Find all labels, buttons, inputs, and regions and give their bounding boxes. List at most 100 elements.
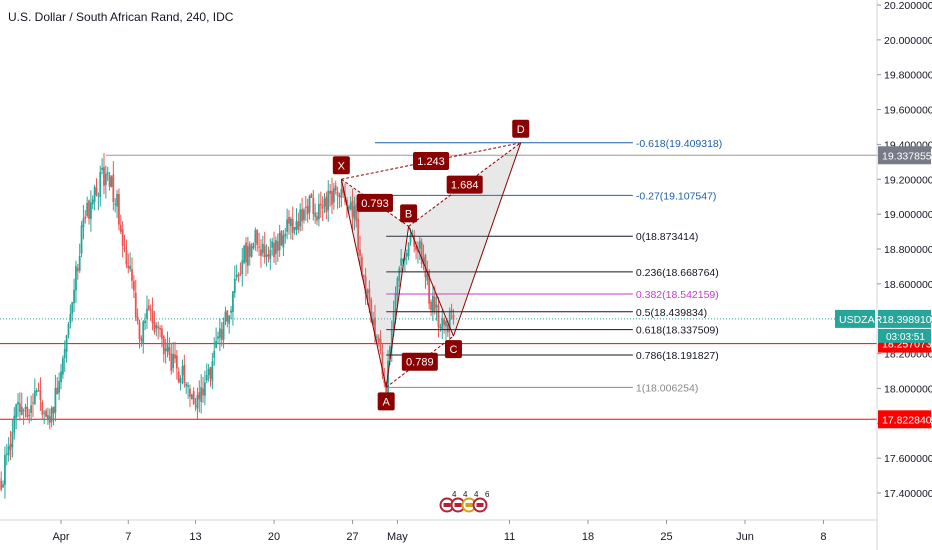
ratio-badge[interactable]: 1.243 xyxy=(413,152,450,171)
point-b-label[interactable]: B xyxy=(400,204,418,223)
price-tick-label: 18.000000 xyxy=(884,383,932,395)
candle-body xyxy=(295,220,298,230)
candle-body xyxy=(310,194,313,198)
candle-body xyxy=(18,403,21,412)
candle-body xyxy=(75,266,77,291)
candle-body xyxy=(327,190,330,211)
point-c-label-bg xyxy=(444,340,462,359)
harmonic-pattern[interactable]: 0.793 0.789 1.684 1.243 X A B C D xyxy=(332,119,530,411)
candle-body xyxy=(101,167,104,170)
fib-level-label: 1(18.006254) xyxy=(636,382,698,394)
price-tick-label: 19.800000 xyxy=(884,70,932,82)
candle-body xyxy=(168,347,171,355)
current-price-tag: 18.398910 xyxy=(878,309,932,328)
candle-body xyxy=(420,242,423,265)
event-icon[interactable]: 4 xyxy=(450,490,469,513)
candle-body xyxy=(108,175,111,187)
candle-body xyxy=(162,336,165,355)
candle-body xyxy=(362,275,365,277)
candle-body xyxy=(125,250,128,265)
candle-body xyxy=(437,305,440,328)
candle-body xyxy=(351,200,354,217)
time-tick-label: May xyxy=(387,531,408,543)
level-price-tag: 17.822840 xyxy=(878,410,932,429)
candle-body xyxy=(155,325,158,329)
candle-body xyxy=(269,249,272,260)
candle-body xyxy=(82,218,85,228)
candle-body xyxy=(226,310,229,322)
candle-body xyxy=(402,258,404,262)
candle-body xyxy=(134,292,137,318)
candle-body xyxy=(22,409,25,412)
current-price-tag-bg xyxy=(878,309,931,328)
event-count: 4 xyxy=(452,490,457,499)
candle-body xyxy=(157,326,160,329)
candle-body xyxy=(177,371,180,382)
candle-body xyxy=(2,484,4,488)
candle-body xyxy=(103,166,105,186)
candle-body xyxy=(43,412,46,414)
event-icon[interactable]: 4 xyxy=(439,490,458,513)
candle-body xyxy=(267,254,270,257)
ratio-badge[interactable]: 1.684 xyxy=(446,175,483,194)
point-a-label[interactable]: A xyxy=(377,392,395,411)
candle-body xyxy=(276,241,279,251)
point-x-label[interactable]: X xyxy=(332,156,350,175)
candle-body xyxy=(110,176,113,187)
time-tick-label: 13 xyxy=(189,531,201,543)
candle-body xyxy=(286,219,289,232)
candle-body xyxy=(11,431,14,448)
candle-body xyxy=(164,348,167,352)
price-tick-label: 19.000000 xyxy=(884,209,932,221)
point-d-label[interactable]: D xyxy=(512,119,530,138)
candle-body xyxy=(246,246,249,266)
event-icon[interactable]: 6 xyxy=(472,490,491,513)
price-tags: 19.33785518.25707317.82284018.39891003:0… xyxy=(835,146,932,429)
candle-body xyxy=(291,219,294,233)
candle-body xyxy=(306,205,309,215)
candle-body xyxy=(196,394,199,409)
ratio-badge-text: 0.793 xyxy=(361,198,389,210)
candle-body xyxy=(123,247,126,250)
candle-body xyxy=(331,190,333,205)
candle-body xyxy=(340,189,343,198)
event-count: 6 xyxy=(485,490,490,499)
candle-body xyxy=(90,202,92,219)
candle-body xyxy=(179,377,182,384)
candle-body xyxy=(95,187,98,196)
candle-body xyxy=(443,319,446,325)
price-tick-label: 20.000000 xyxy=(884,35,932,47)
candle-body xyxy=(263,245,266,258)
candle-body xyxy=(63,349,66,359)
countdown-text: 03:03:51 xyxy=(886,332,925,343)
pattern-leg-ab xyxy=(385,226,410,388)
candle-body xyxy=(205,375,208,381)
candle-body xyxy=(411,233,414,235)
fib-level-label: 0.786(18.191827) xyxy=(636,350,719,362)
fib-level-label: -0.618(19.409318) xyxy=(636,138,722,150)
ratio-badge[interactable]: 0.793 xyxy=(356,193,393,212)
candle-body xyxy=(88,200,90,219)
point-x-label-bg xyxy=(332,156,350,175)
candle-body xyxy=(439,326,442,329)
candle-body xyxy=(304,207,307,209)
ratio-badge[interactable]: 0.789 xyxy=(401,352,438,371)
candle-body xyxy=(282,235,285,248)
point-c-label[interactable]: C xyxy=(444,340,462,359)
candle-body xyxy=(366,290,369,294)
candle-body xyxy=(278,232,281,251)
pattern-fill-bcd xyxy=(408,142,521,337)
candle-body xyxy=(381,352,384,375)
candle-body xyxy=(405,252,408,257)
candle-body xyxy=(329,190,332,194)
candle-body xyxy=(318,203,320,220)
candle-body xyxy=(396,278,399,296)
time-tick-label: Apr xyxy=(52,531,69,543)
candle-body xyxy=(308,196,311,213)
candle-body xyxy=(314,212,317,217)
candle-body xyxy=(213,350,216,359)
candle-body xyxy=(252,243,255,249)
candle-body xyxy=(299,209,302,227)
